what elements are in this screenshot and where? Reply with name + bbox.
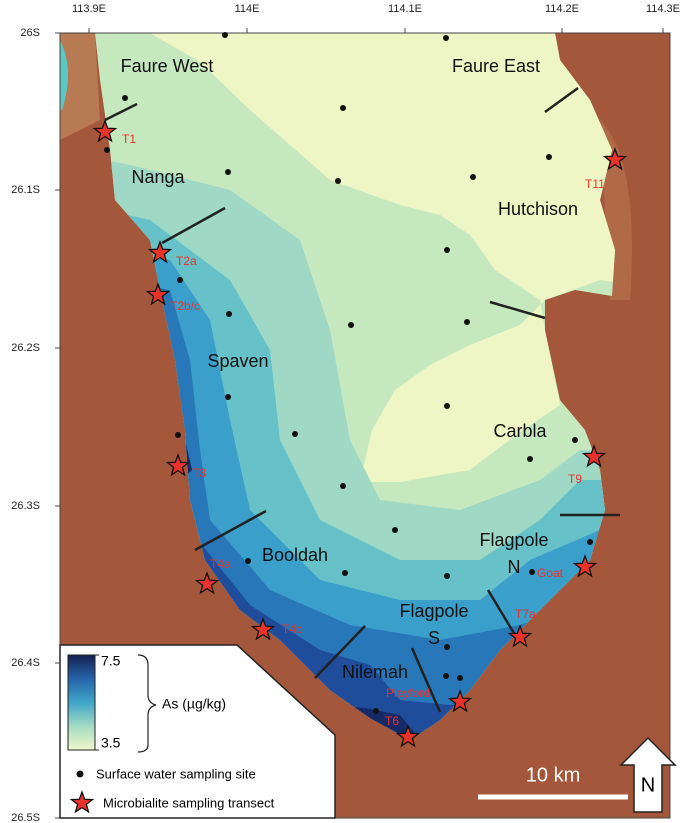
region-label: Nilemah <box>342 662 408 682</box>
transect-label: T7a <box>515 607 536 621</box>
x-tick-label: 114.2E <box>545 3 579 15</box>
y-tick-label: 26.5S <box>11 812 40 823</box>
sampling-site <box>225 394 231 400</box>
transect-star <box>572 554 598 578</box>
transect-star <box>581 444 607 468</box>
sampling-site <box>529 569 535 575</box>
sampling-site <box>470 174 476 180</box>
sampling-site <box>444 403 450 409</box>
sampling-site <box>222 32 228 38</box>
x-tick-label: 114.3E <box>646 3 680 15</box>
transect-label: T6 <box>385 714 399 728</box>
transect-star <box>194 571 220 595</box>
transect-star <box>165 453 191 477</box>
sampling-site <box>245 558 251 564</box>
region-label: Flagpole <box>479 530 548 550</box>
region-label: Hutchison <box>498 199 578 219</box>
region-label: Flagpole <box>399 601 468 621</box>
sampling-site <box>443 35 449 41</box>
transect-label: T2a <box>176 254 197 268</box>
region-label: Spaven <box>207 351 268 371</box>
sampling-site <box>177 277 183 283</box>
colorbar <box>67 654 96 751</box>
scale-bar: 10 km <box>478 764 628 800</box>
region-label: Carbla <box>493 421 547 441</box>
y-tick-label: 26.1S <box>11 184 40 196</box>
y-tick-label: 26.3S <box>11 500 40 512</box>
transect-label: Goat <box>537 566 564 580</box>
region-label: Booldah <box>262 545 328 565</box>
x-tick-label: 113.9E <box>72 3 106 15</box>
sampling-site <box>225 169 231 175</box>
sampling-site <box>546 154 552 160</box>
transect-label: T9 <box>568 472 582 486</box>
map-frame <box>59 32 671 819</box>
colorbar-label: As (µg/kg) <box>162 696 226 712</box>
transect-star <box>395 724 421 748</box>
sampling-site <box>464 319 470 325</box>
y-tick-label: 26.4S <box>11 657 40 669</box>
sampling-site <box>587 539 593 545</box>
north-label: N <box>641 774 655 796</box>
region-label: S <box>428 628 440 648</box>
sampling-site <box>175 432 181 438</box>
transect-star <box>92 119 118 143</box>
x-tick-label: 114.1E <box>388 3 422 15</box>
legend-site: Surface water sampling site <box>96 766 256 781</box>
sampling-site <box>348 322 354 328</box>
transect-label: T4a <box>210 557 231 571</box>
sampling-site <box>443 673 449 679</box>
transect-star <box>507 624 533 648</box>
region-label: Faure West <box>121 56 214 76</box>
north-arrow: N <box>619 736 677 813</box>
sampling-site <box>342 570 348 576</box>
sampling-site <box>340 483 346 489</box>
colorbar-tick-label: 3.5 <box>101 735 121 751</box>
sampling-site <box>226 311 232 317</box>
sampling-site <box>444 644 450 650</box>
transect-label: T1 <box>122 132 136 146</box>
legend: As (µg/kg) Surface water sampling site M… <box>59 644 336 819</box>
transect-star <box>147 240 173 264</box>
transect-label: T3 <box>192 466 206 480</box>
sampling-site <box>392 527 398 533</box>
transect-label: T4b <box>282 622 303 636</box>
x-tick-label: 114E <box>235 3 260 15</box>
transect-label: T2b/c <box>170 299 200 313</box>
scale-label: 10 km <box>526 764 580 786</box>
transect-label: T11 <box>585 177 605 191</box>
sampling-site <box>572 437 578 443</box>
legend-transect: Microbialite sampling transect <box>103 795 275 810</box>
sampling-site <box>373 708 379 714</box>
sampling-site <box>104 147 110 153</box>
transect-star <box>447 689 473 713</box>
transect-lines <box>104 86 620 713</box>
sampling-site <box>444 573 450 579</box>
sampling-site <box>292 431 298 437</box>
transect-star <box>145 282 171 306</box>
transect-label: Playford <box>386 686 430 700</box>
sampling-site <box>340 105 346 111</box>
colorbar-tick-label: 7.5 <box>101 653 121 669</box>
sampling-site <box>335 178 341 184</box>
transect-star <box>602 147 628 171</box>
sampling-site <box>527 456 533 462</box>
region-label: Faure East <box>452 56 540 76</box>
region-label: N <box>508 557 521 577</box>
sampling-site <box>122 95 128 101</box>
sampling-site <box>457 675 463 681</box>
sampling-site <box>444 247 450 253</box>
y-tick-label: 26S <box>20 27 40 39</box>
transect-star <box>250 617 276 641</box>
legend-star <box>69 790 95 814</box>
region-label: Nanga <box>131 167 185 187</box>
y-tick-label: 26.2S <box>11 342 40 354</box>
